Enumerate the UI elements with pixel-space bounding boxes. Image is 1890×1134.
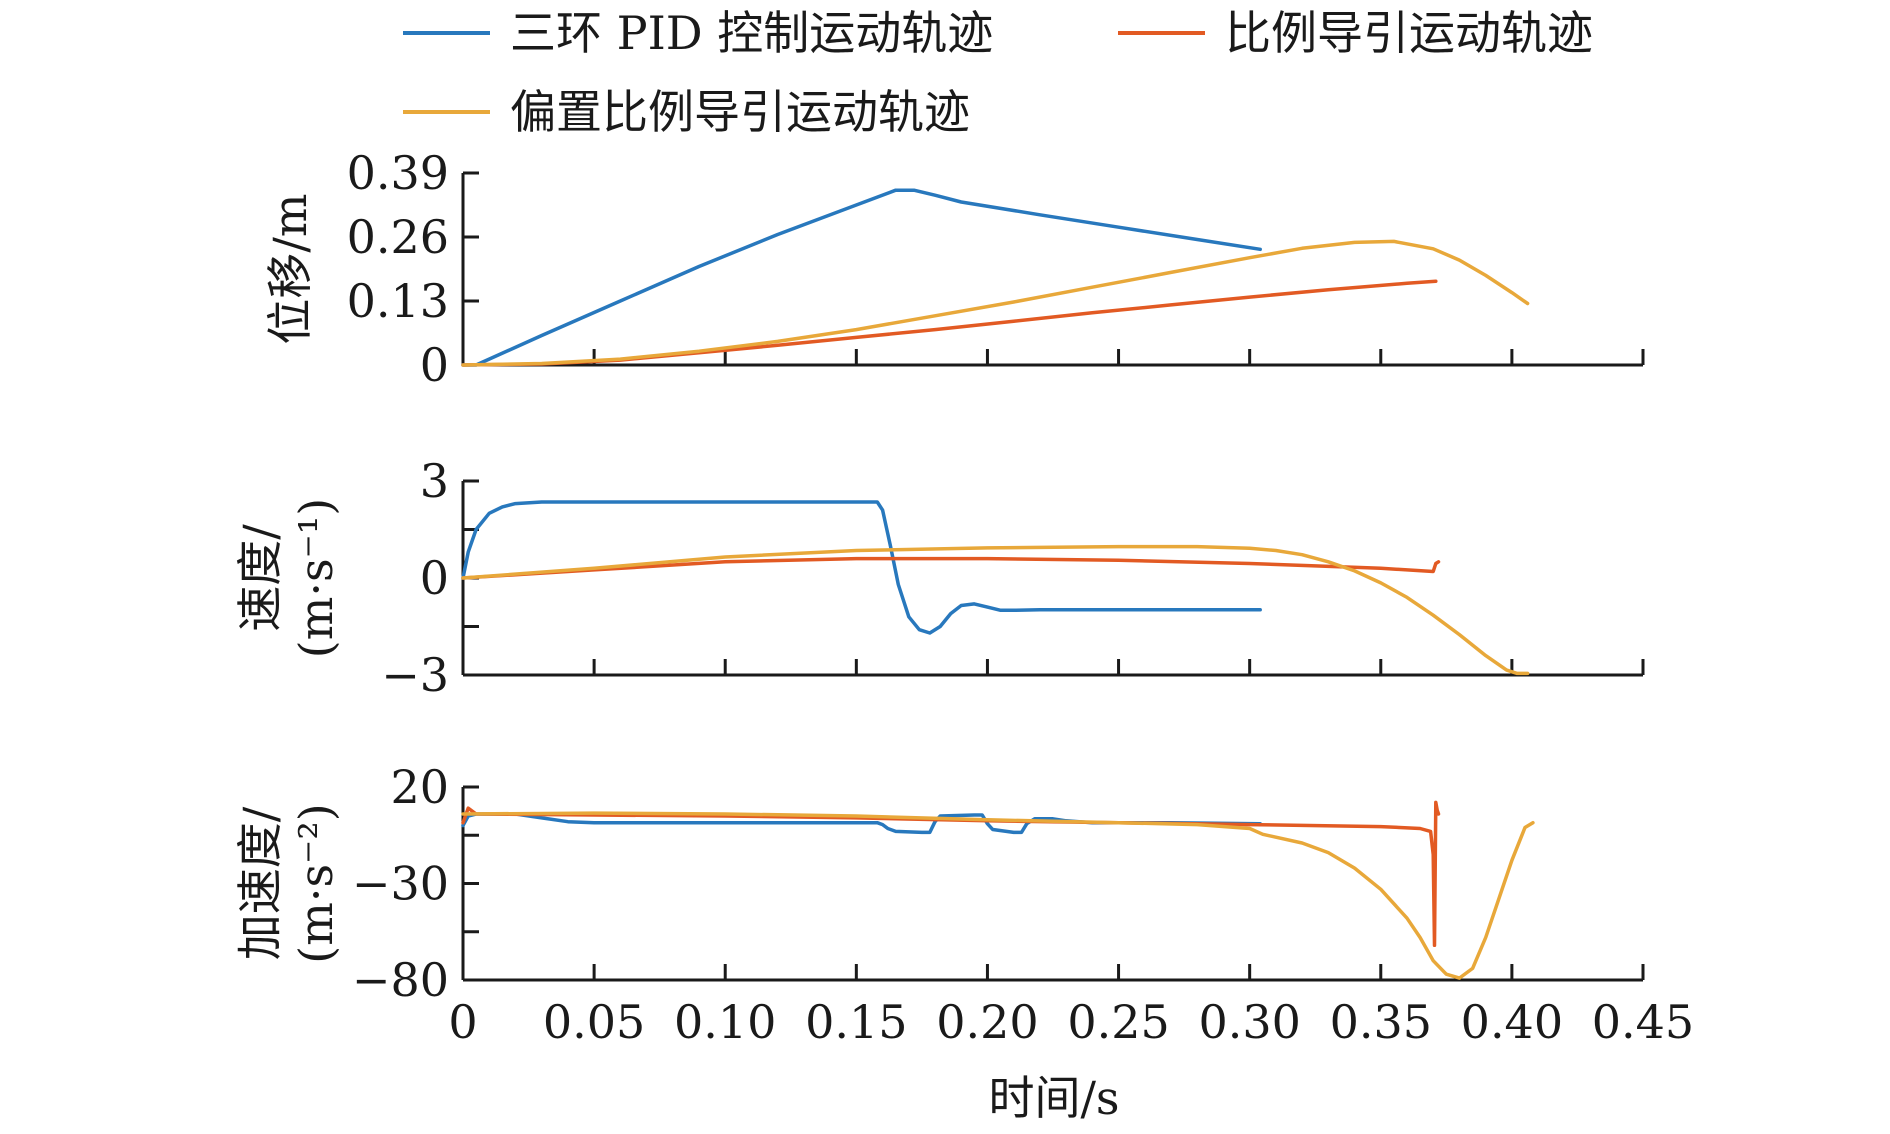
x-tick-label: 0.25 (1067, 995, 1169, 1049)
y-tick-label: 3 (420, 454, 449, 508)
legend-entry-proportional: 比例导引运动轨迹 (1118, 6, 1593, 60)
y-tick-label: 0.26 (347, 210, 449, 264)
legend-entry-biased: 偏置比例导引运动轨迹 (403, 85, 970, 139)
series-line-velocity-0 (461, 500, 1262, 635)
y-tick-label: −80 (352, 953, 449, 1007)
y-tick-label: 0 (420, 551, 449, 605)
series-line-acceleration-2 (461, 811, 1535, 980)
series-line-displacement-2 (461, 239, 1530, 367)
series-line-displacement-1 (461, 279, 1438, 367)
x-tick-label: 0.10 (674, 995, 776, 1049)
x-tick-label: 0.15 (805, 995, 907, 1049)
y-tick-label: 0.13 (347, 274, 449, 328)
y-tick-label: −30 (352, 857, 449, 911)
acceleration-panel: −80 −30 20 加速度/(m·s⁻²) (233, 760, 1645, 1007)
legend-label-pid: 三环 PID 控制运动轨迹 (510, 6, 993, 60)
x-tick-label: 0 (448, 995, 477, 1049)
legend-label-biased: 偏置比例导引运动轨迹 (510, 85, 970, 139)
x-tick-label: 0.35 (1330, 995, 1432, 1049)
y-tick-label: 0.39 (347, 146, 449, 200)
series-line-displacement-0 (461, 188, 1262, 367)
series-line-velocity-1 (461, 556, 1441, 580)
legend: 三环 PID 控制运动轨迹 比例导引运动轨迹 偏置比例导引运动轨迹 (403, 6, 1593, 139)
x-axis-title: 时间/s (988, 1071, 1119, 1125)
y-axis-title: 位移/m (263, 193, 317, 344)
y-axis-title: (m·s⁻¹) (289, 498, 343, 658)
y-axis-title: 速度/ (233, 524, 287, 632)
x-axis: 0 0.05 0.10 0.15 0.20 0.25 0.30 0.35 0.40 0.45 (448, 995, 1694, 1049)
legend-label-proportional: 比例导引运动轨迹 (1225, 6, 1593, 60)
y-tick-label: −3 (381, 648, 449, 702)
displacement-panel: 0 0.13 0.26 0.39 位移/m (263, 146, 1645, 392)
x-tick-label: 0.30 (1198, 995, 1300, 1049)
y-axis-title: 加速度/ (233, 806, 287, 960)
x-tick-label: 0.20 (936, 995, 1038, 1049)
x-tick-label: 0.05 (543, 995, 645, 1049)
y-tick-label: 20 (390, 760, 449, 814)
x-tick-label: 0.40 (1461, 995, 1563, 1049)
legend-entry-pid: 三环 PID 控制运动轨迹 (403, 6, 993, 60)
x-tick-label: 0.45 (1592, 995, 1694, 1049)
y-axis-title: (m·s⁻²) (289, 803, 343, 963)
velocity-panel: −3 0 3 速度/(m·s⁻¹) (233, 454, 1645, 702)
series-line-velocity-2 (461, 544, 1530, 676)
y-tick-label: 0 (420, 338, 449, 392)
